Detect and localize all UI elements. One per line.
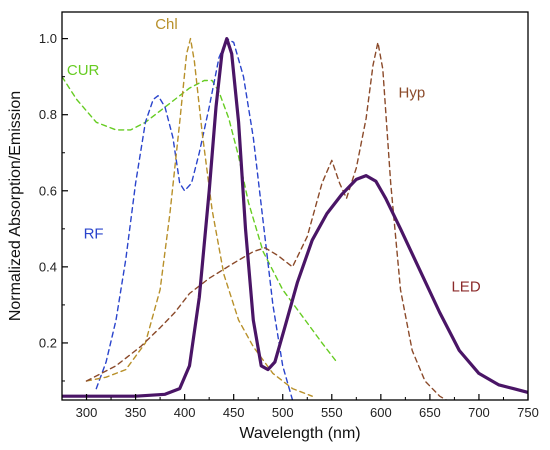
labels-layer: CUR RF Chl Hyp LED: [67, 16, 481, 295]
y-tick-label: 0.4: [39, 259, 57, 274]
series-line-chl: [85, 37, 313, 397]
x-tick-label: 450: [223, 405, 245, 420]
y-tick-label: 0.8: [39, 107, 57, 122]
x-tick-label: 600: [370, 405, 392, 420]
y-axis-title: Normalized Absorption/Emission: [7, 91, 24, 321]
x-tick-label: 400: [174, 405, 196, 420]
series-label-rf: RF: [84, 225, 104, 242]
series-line-rf: [95, 37, 294, 400]
y-tick-label: 0.6: [39, 183, 57, 198]
x-axis-title: Wavelength (nm): [239, 425, 360, 442]
series-layer: [62, 37, 528, 400]
x-tick-label: 500: [272, 405, 294, 420]
x-tick-label: 750: [517, 405, 539, 420]
plot-frame: [61, 11, 529, 401]
y-tick-label: 0.2: [39, 335, 57, 350]
series-label-led: LED: [451, 279, 480, 296]
series-label-cur: CUR: [67, 62, 100, 79]
series-label-hyp: Hyp: [399, 85, 426, 102]
series-line-hyp: [85, 41, 448, 400]
y-tick-label: 1.0: [39, 31, 57, 46]
series-label-chl: Chl: [155, 16, 178, 33]
axes-layer: 300 350 400 450 500 550 600 650 700 750 0.2 0.4 0.6 0…: [39, 11, 539, 420]
series-line-cur: [62, 76, 338, 363]
series-line-led: [62, 37, 528, 398]
x-tick-label: 300: [76, 405, 98, 420]
x-tick-label: 350: [125, 405, 147, 420]
x-tick-label: 700: [468, 405, 490, 420]
x-tick-label: 550: [321, 405, 343, 420]
x-tick-label: 650: [419, 405, 441, 420]
